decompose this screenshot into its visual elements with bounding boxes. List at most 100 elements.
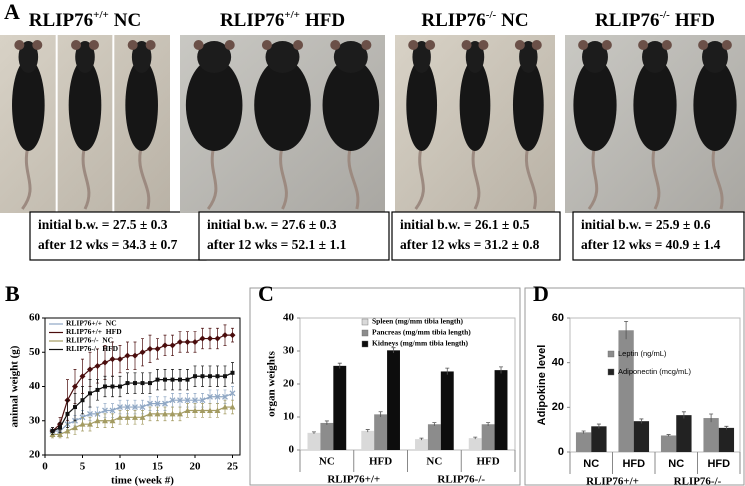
mouse-head [265,41,300,73]
marker [214,407,221,413]
mouse-tail [414,144,425,210]
marker [139,414,146,420]
mouse-ear [698,40,709,50]
x-tick-label: 15 [152,461,164,473]
bar [374,414,388,450]
x-tick-label: 20 [190,461,202,473]
mouse-ear [224,40,235,50]
legend-swatch [607,350,615,358]
marker [192,397,198,404]
mouse-head [333,41,368,73]
marker [73,405,77,410]
bar [320,422,334,450]
marker [154,400,161,407]
error-bar [581,430,586,434]
stat-initial: initial b.w. = 27.6 ± 0.3 [207,217,337,232]
mouse-tail [138,144,151,210]
mouse-head [465,41,485,73]
mouse-body [185,59,243,151]
mouse-head [702,41,728,73]
group-condition: NC [501,10,528,31]
marker [192,338,198,345]
marker [94,362,101,369]
mouse-tail [711,144,724,210]
mouse-head [519,41,538,73]
group-genotype: -/- [659,9,670,21]
y-axis-title: Adipokine level [536,345,548,426]
marker [57,431,63,437]
x-tick-label: 10 [115,461,127,473]
mouse-ear [330,40,341,50]
y-axis-title: animal weight (g) [9,345,21,427]
error-bar [473,436,478,440]
x-axis-title: time (week #) [111,475,174,486]
marker [102,359,108,366]
marker [177,397,183,404]
mouse-ear [145,40,156,50]
error-bar [391,347,396,353]
marker [109,407,116,414]
y-tick-label: 20 [29,449,41,461]
bar [333,365,347,450]
group-name: RLIP76 [421,10,485,31]
mouse-ear [71,40,82,50]
marker [140,381,145,386]
stat-after: after 12 wks = 52.1 ± 1.1 [207,237,347,252]
marker [199,407,206,413]
marker [148,381,152,386]
marker [177,410,183,417]
error-bar [324,420,329,425]
error-bar [419,437,424,441]
marker [132,404,138,411]
marker [80,398,85,403]
legend-label: Pancreas (mg/mm tibia length) [372,328,471,337]
group-genotype: +/+ [93,9,109,21]
error-bar [666,434,671,437]
x-tick-label: HFD [707,458,730,470]
marker [154,345,161,352]
marker [124,404,131,411]
mouse-ear [514,40,525,50]
marker [87,366,93,373]
marker [155,377,160,382]
marker [214,393,221,400]
stat-after: after 12 wks = 34.3 ± 0.7 [38,237,178,252]
group-condition: HFD [305,10,345,31]
error-bar [624,320,629,340]
y-tick-label: 30 [283,345,295,357]
marker [72,424,78,431]
group-title: RLIP76+/+ HFD [220,9,345,32]
legend-swatch [361,340,369,348]
bar [427,424,441,450]
marker [169,342,176,349]
error-bar [378,411,383,417]
bar [440,371,454,450]
mouse-head [412,41,431,73]
bar [494,370,508,450]
error-bar [432,422,437,426]
legend-label: RLIP76-/- HFD [66,344,119,353]
marker [222,393,228,400]
panel-d-frame [524,287,745,486]
marker [184,397,191,404]
marker [109,417,116,424]
marker [125,381,130,386]
y-tick-label: 0 [558,446,564,458]
group-label: RLIP76-/- [437,474,485,486]
mouse-ear [32,40,43,50]
marker [162,342,168,349]
marker [169,397,176,404]
marker [154,410,161,417]
marker [103,384,107,389]
mouse-tail [587,144,599,210]
error-bar [499,366,504,374]
mouse-body [254,59,311,151]
mouse-tail [347,144,360,210]
group-condition: NC [114,10,141,31]
mouse-ear [638,40,649,50]
x-tick-label: 5 [80,461,86,473]
y-tick-label: 60 [29,312,41,324]
legend-swatch [607,368,615,376]
mouse-ear [461,40,472,50]
